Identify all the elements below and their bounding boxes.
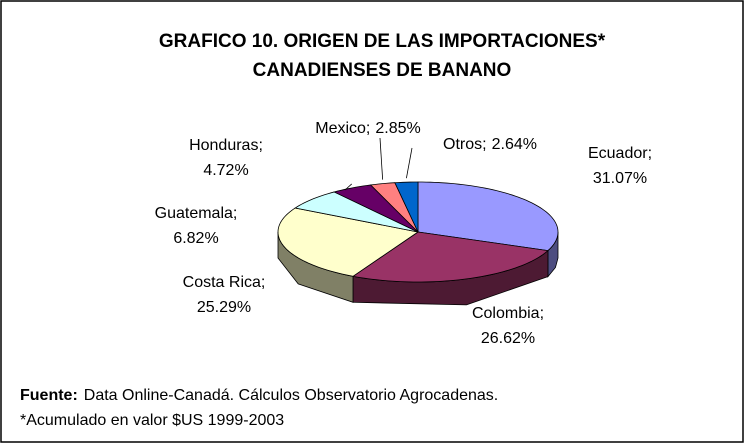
label-separator: ;: [261, 274, 265, 291]
slice: [294, 191, 419, 233]
leader-line: [406, 147, 413, 179]
source-label: Fuente:: [20, 387, 78, 404]
data-label: Mexico; 2.85%: [315, 120, 421, 137]
label-value: 25.29%: [197, 299, 251, 316]
source-text: Data Online-Canadá. Cálculos Observatori…: [84, 387, 498, 404]
data-label: Ecuador; 31.07%: [588, 145, 652, 187]
slice: [417, 181, 559, 252]
leader-line: [344, 183, 352, 191]
slice: [394, 181, 419, 233]
label-category: Guatemala: [155, 205, 233, 222]
chart-title: GRAFICO 10. ORIGEN DE LAS IMPORTACIONES*: [159, 31, 606, 52]
data-label: Colombia; 26.62%: [472, 305, 544, 347]
label-separator: ;: [258, 137, 262, 154]
data-label: Costa Rica; 25.29%: [183, 274, 266, 316]
label-separator: ;: [482, 136, 486, 153]
label-category: Otros: [443, 136, 482, 153]
slice: [351, 231, 549, 283]
label-separator: ;: [233, 205, 237, 222]
label-category: Mexico: [315, 120, 366, 137]
label-value: 26.62%: [481, 330, 535, 347]
label-separator: ;: [648, 145, 652, 162]
label-separator: ;: [366, 120, 370, 137]
label-value: 31.07%: [593, 170, 647, 187]
slice: [333, 184, 419, 233]
pie: [277, 181, 559, 306]
source: Fuente: Data Online-Canadá. Cálculos Obse…: [20, 387, 498, 404]
label-category: Costa Rica: [183, 274, 261, 291]
label-value: 2.64%: [492, 136, 537, 153]
slice: [277, 207, 420, 277]
label-value: 6.82%: [173, 230, 218, 247]
label-category: Colombia: [472, 305, 540, 322]
label-value: 4.72%: [203, 162, 248, 179]
note: *Acumulado en valor $US 1999-2003: [20, 412, 284, 429]
data-labels: Ecuador; 31.07%Colombia; 26.62%Costa Rica;…: [155, 120, 652, 347]
data-label: Guatemala; 6.82%: [155, 205, 238, 247]
leader-line: [379, 137, 384, 180]
label-value: 2.85%: [375, 120, 420, 137]
data-label: Otros; 2.64%: [443, 136, 537, 153]
data-label: Honduras; 4.72%: [189, 137, 263, 179]
label-separator: ;: [540, 305, 544, 322]
label-category: Ecuador: [588, 145, 648, 162]
slice: [369, 182, 419, 233]
label-category: Honduras: [189, 137, 258, 154]
chart-title: CANADIENSES DE BANANO: [253, 60, 512, 81]
